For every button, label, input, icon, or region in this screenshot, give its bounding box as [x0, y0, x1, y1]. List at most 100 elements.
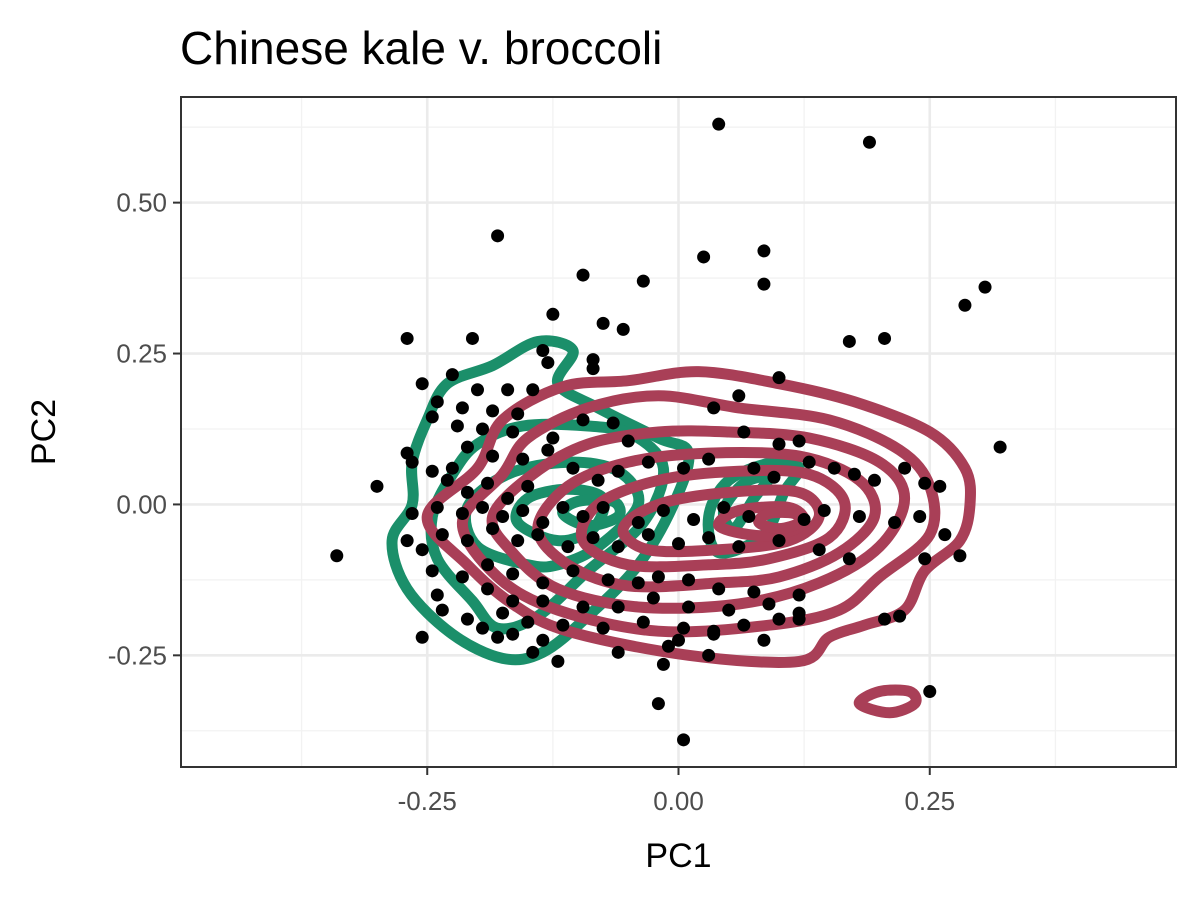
data-point	[435, 528, 449, 542]
data-point	[792, 612, 806, 626]
data-point	[732, 540, 746, 554]
data-point	[591, 473, 605, 487]
data-point	[511, 407, 525, 421]
data-point	[702, 648, 716, 662]
data-point	[470, 383, 484, 397]
x-tick-label: -0.25	[398, 786, 457, 816]
data-point	[521, 479, 535, 493]
data-point	[767, 470, 781, 484]
x-axis-title: PC1	[645, 837, 711, 875]
data-point	[506, 425, 520, 439]
data-point	[611, 540, 625, 554]
data-point	[491, 630, 505, 644]
data-point	[747, 461, 761, 475]
data-point	[606, 416, 620, 430]
data-point	[415, 377, 429, 391]
data-point	[616, 322, 630, 336]
data-point	[400, 534, 414, 548]
axis-layer: -0.25 0.00 0.25 -0.25 0.00 0.25 0.50	[108, 188, 955, 816]
data-point	[476, 621, 490, 635]
data-point	[797, 513, 811, 527]
data-point	[827, 461, 841, 475]
data-point	[656, 657, 670, 671]
data-point	[677, 621, 691, 635]
data-point	[496, 510, 510, 524]
data-point	[415, 543, 429, 557]
data-point	[933, 479, 947, 493]
data-point	[415, 630, 429, 644]
data-point	[400, 331, 414, 345]
y-tick-label: 0.50	[116, 188, 167, 218]
data-point	[556, 500, 570, 514]
data-point	[516, 503, 530, 517]
data-point	[460, 534, 474, 548]
data-point	[661, 639, 675, 653]
data-point	[893, 609, 907, 623]
data-point	[596, 621, 610, 635]
data-point	[867, 473, 881, 487]
data-point	[455, 401, 469, 415]
data-point	[888, 516, 902, 530]
data-point	[551, 654, 565, 668]
data-point	[465, 331, 479, 345]
data-point	[687, 513, 701, 527]
data-point	[611, 645, 625, 659]
data-point	[460, 485, 474, 499]
data-point	[586, 353, 600, 367]
data-point	[646, 591, 660, 605]
data-point	[561, 540, 575, 554]
data-point	[772, 437, 786, 451]
density-contour	[617, 484, 825, 558]
data-point	[682, 573, 696, 587]
data-point	[958, 298, 972, 312]
data-point	[566, 564, 580, 578]
data-point	[521, 615, 535, 629]
data-point	[430, 500, 444, 514]
data-point	[842, 552, 856, 566]
data-point	[405, 506, 419, 520]
data-point	[445, 461, 459, 475]
data-point	[712, 582, 726, 596]
data-point	[435, 603, 449, 617]
data-point	[506, 627, 520, 641]
data-point	[486, 404, 500, 418]
data-point	[491, 229, 505, 243]
data-point	[707, 401, 721, 415]
data-point	[536, 576, 550, 590]
data-point	[878, 331, 892, 345]
data-point	[511, 534, 525, 548]
y-axis-title: PC2	[25, 399, 63, 465]
data-point	[672, 537, 685, 551]
point-layer	[330, 117, 1007, 747]
data-point	[641, 455, 655, 469]
data-point	[651, 697, 665, 711]
data-point	[576, 268, 590, 282]
data-point	[455, 570, 469, 584]
data-point	[621, 434, 635, 448]
data-point	[651, 570, 665, 584]
data-point	[722, 603, 736, 617]
data-point	[978, 280, 992, 294]
density-contour	[753, 506, 806, 535]
data-point	[496, 606, 510, 620]
data-point	[938, 528, 952, 542]
data-point	[576, 600, 590, 614]
data-point	[425, 410, 439, 424]
data-point	[742, 510, 756, 524]
data-point	[847, 467, 861, 481]
data-point	[541, 356, 555, 370]
data-point	[707, 624, 721, 638]
data-point	[526, 383, 540, 397]
data-point	[556, 618, 570, 632]
data-point	[486, 522, 500, 536]
data-point	[636, 274, 650, 288]
x-tick-label: 0.00	[653, 786, 704, 816]
data-point	[792, 588, 806, 602]
data-point	[481, 582, 495, 596]
y-tick-label: -0.25	[108, 640, 167, 670]
data-point	[898, 461, 912, 475]
chart-title: Chinese kale v. broccoli	[180, 22, 662, 74]
data-point	[812, 543, 826, 557]
data-point	[852, 510, 866, 524]
